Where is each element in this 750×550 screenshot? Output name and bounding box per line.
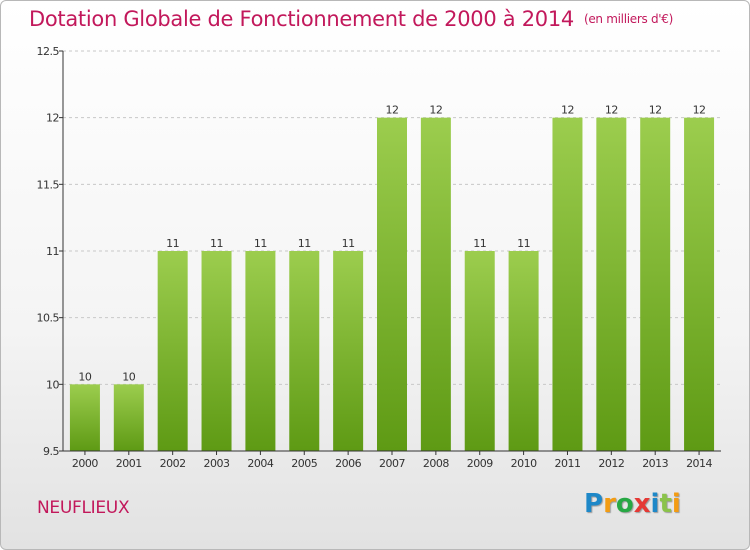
bar [69, 384, 100, 451]
x-tick-label: 2002 [160, 457, 186, 470]
x-tick-label: 2007 [379, 457, 405, 470]
chart-unit: (en milliers d'€) [583, 12, 673, 26]
x-tick-label: 2010 [511, 457, 537, 470]
data-label: 11 [166, 237, 179, 250]
data-label: 11 [254, 237, 267, 250]
logo-letter: i [671, 489, 681, 519]
chart-title: Dotation Globale de Fonctionnement de 20… [29, 7, 673, 31]
bar [245, 251, 276, 451]
bar-layer: 10 10 11 11 11 11 11 12 12 11 11 12 12 12 12 [69, 104, 715, 452]
chart-title-text: Dotation Globale de Fonctionnement de 20… [29, 7, 574, 31]
x-tick-label: 2001 [116, 457, 142, 470]
logo-letter: r [603, 489, 616, 519]
x-tick-label: 2009 [467, 457, 493, 470]
x-tick-label: 2006 [335, 457, 361, 470]
logo-letter: x [633, 489, 651, 519]
data-label: 12 [561, 104, 574, 117]
logo-letter: o [615, 489, 634, 519]
bar [684, 117, 715, 452]
x-tick-label: 2000 [72, 457, 98, 470]
x-tick-label: 2004 [247, 457, 273, 470]
bar [640, 117, 671, 452]
data-label: 11 [342, 237, 355, 250]
bar [157, 251, 188, 451]
y-tick-label: 10.5 [37, 312, 60, 325]
bar [333, 251, 364, 451]
y-tick-label: 9.5 [43, 445, 59, 458]
logo-letter: i [650, 489, 660, 519]
bar [420, 117, 451, 452]
data-label: 12 [693, 104, 706, 117]
x-tick-label: 2012 [598, 457, 624, 470]
bar [464, 251, 495, 451]
y-tick-label: 11.5 [37, 178, 60, 191]
bar [596, 117, 627, 452]
commune-name: NEUFLIEUX [37, 498, 130, 518]
data-label: 10 [122, 370, 135, 383]
data-label: 12 [386, 104, 399, 117]
x-tick-label: 2005 [291, 457, 317, 470]
data-label: 11 [517, 237, 530, 250]
y-tick-label: 12.5 [37, 45, 60, 58]
proxiti-logo: Proxiti [584, 489, 681, 519]
data-label: 12 [649, 104, 662, 117]
data-label: 11 [473, 237, 486, 250]
data-label: 12 [429, 104, 442, 117]
bar [289, 251, 320, 451]
bar [377, 117, 407, 452]
x-tick-label: 2014 [686, 457, 712, 470]
logo-letter: t [659, 489, 672, 519]
x-tick-label: 2003 [204, 457, 230, 470]
x-tick-label: 2008 [423, 457, 449, 470]
bar [201, 251, 232, 451]
logo-letter: P [584, 489, 604, 519]
bar [508, 251, 539, 451]
y-tick-label: 10 [46, 378, 59, 391]
data-label: 11 [210, 237, 223, 250]
data-label: 12 [605, 104, 618, 117]
y-tick-label: 11 [46, 245, 59, 258]
bar [552, 117, 583, 452]
x-tick-label: 2013 [642, 457, 668, 470]
data-label: 11 [298, 237, 311, 250]
y-tick-label: 12 [46, 112, 59, 125]
data-label: 10 [78, 370, 91, 383]
x-tick-label: 2011 [554, 457, 580, 470]
bar [113, 384, 144, 451]
axis-layer: 9.5 10 10.5 11 11.5 12 12.5 2000 2001 2002 2003 200… [37, 45, 721, 470]
